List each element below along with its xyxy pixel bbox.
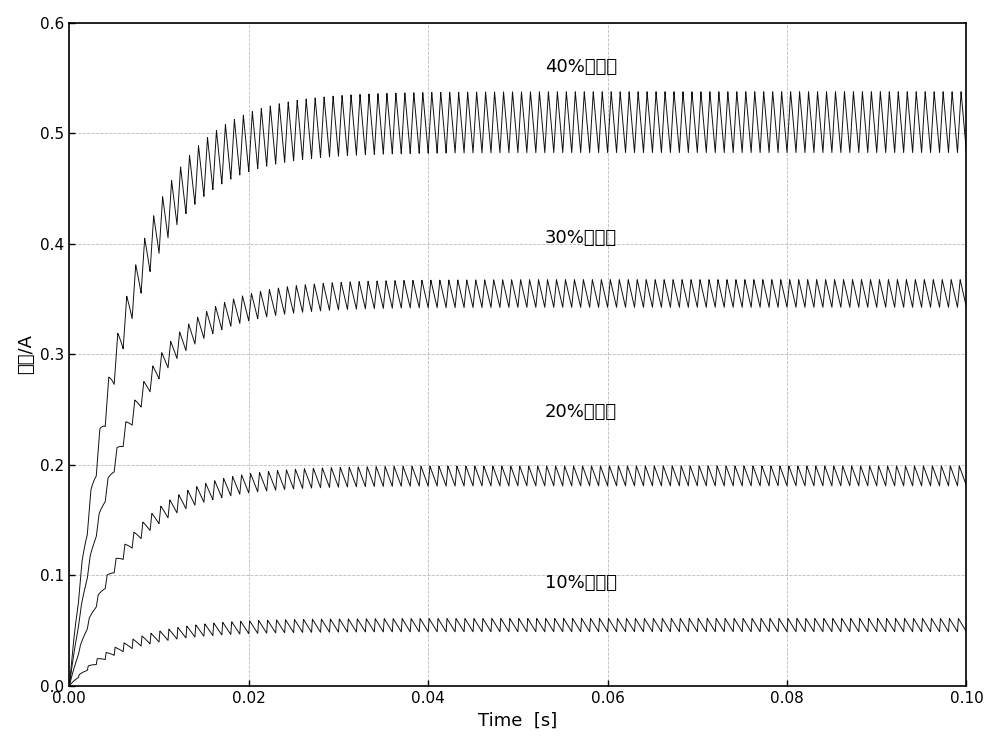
Text: 20%占空比: 20%占空比 (545, 403, 617, 421)
Text: 30%占空比: 30%占空比 (545, 229, 617, 247)
X-axis label: Time  [s]: Time [s] (478, 712, 558, 730)
Y-axis label: 电流/A: 电流/A (17, 334, 35, 374)
Text: 40%占空比: 40%占空比 (545, 58, 617, 76)
Text: 10%占空比: 10%占空比 (545, 574, 617, 592)
